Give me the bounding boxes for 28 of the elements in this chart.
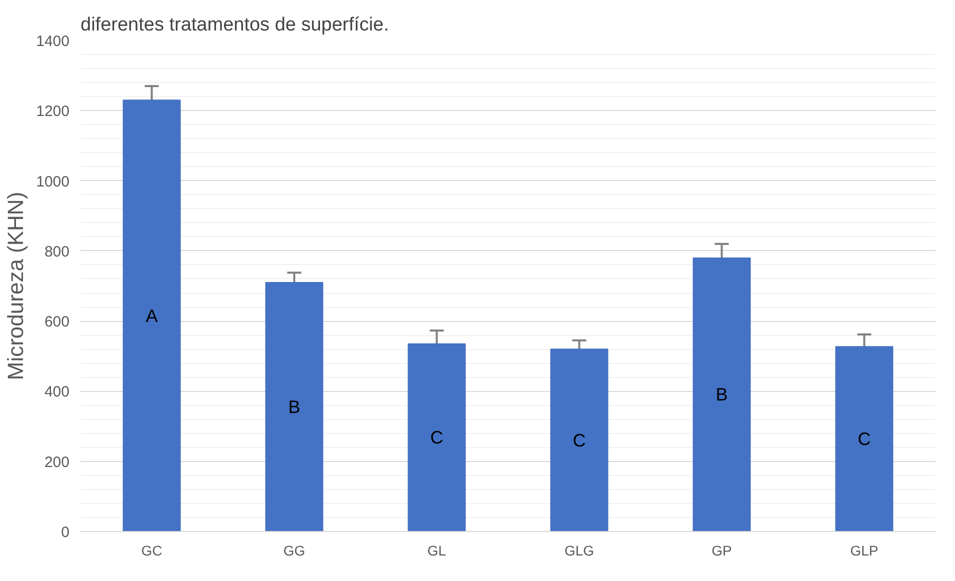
y-tick-label: 1000 — [36, 173, 70, 190]
y-tick-label: 0 — [61, 524, 70, 541]
data-label: C — [572, 430, 586, 450]
bar — [408, 343, 466, 532]
x-tick-label: GC — [141, 542, 162, 558]
bar — [265, 282, 324, 532]
x-tick-label: GP — [712, 542, 732, 558]
x-tick-label: GLG — [564, 542, 594, 558]
bar — [692, 257, 751, 532]
x-tick-label: GLP — [850, 542, 878, 558]
data-label: B — [288, 396, 300, 417]
bar — [122, 100, 181, 532]
data-label: B — [716, 384, 728, 405]
data-label: C — [430, 428, 444, 448]
bar — [550, 348, 608, 532]
y-tick-label: 400 — [44, 384, 70, 401]
x-tick-label: GL — [427, 542, 446, 558]
chart-title: diferentes tratamentos de superfície. — [80, 14, 389, 36]
y-tick-label: 600 — [44, 314, 70, 331]
y-tick-label: 1200 — [36, 103, 70, 120]
y-axis-title: Microdureza (KHN) — [3, 192, 28, 380]
data-label: C — [858, 429, 871, 450]
y-tick-label: 200 — [44, 454, 70, 471]
y-tick-label: 1400 — [36, 33, 70, 50]
data-label: A — [146, 306, 158, 326]
y-tick-label: 800 — [44, 243, 70, 260]
bar — [835, 346, 894, 532]
x-tick-label: GG — [283, 542, 306, 558]
